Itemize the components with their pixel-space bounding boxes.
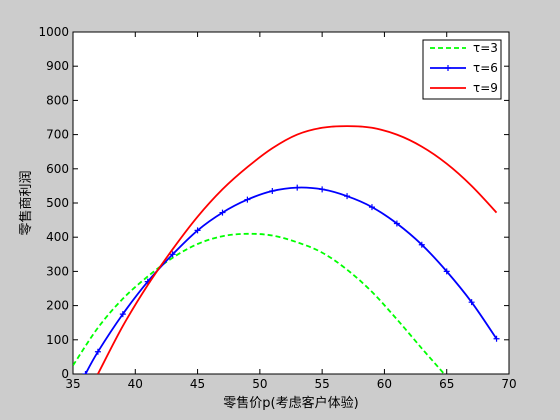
y-tick-label: 400 bbox=[46, 230, 69, 244]
series-point bbox=[418, 241, 425, 248]
series-point bbox=[169, 251, 176, 258]
y-tick-label: 900 bbox=[46, 59, 69, 73]
series-point bbox=[94, 348, 101, 355]
series-point bbox=[493, 335, 500, 342]
series-point bbox=[319, 186, 326, 193]
legend-label: τ=3 bbox=[473, 41, 498, 55]
series-point bbox=[393, 220, 400, 227]
legend-label: τ=6 bbox=[473, 61, 498, 75]
series-1 bbox=[82, 184, 500, 374]
y-tick-label: 500 bbox=[46, 196, 69, 210]
series-line bbox=[97, 125, 498, 374]
legend: τ=3 τ=6 τ=9 bbox=[422, 39, 502, 100]
legend-box bbox=[422, 39, 502, 100]
y-tick-label: 100 bbox=[46, 333, 69, 347]
x-tick-label: 70 bbox=[501, 377, 516, 391]
y-tick-label: 200 bbox=[46, 299, 69, 313]
axis-ticks: 35 40 45 50 55 60 65 70010020030040050060070080… bbox=[38, 25, 516, 391]
series-point bbox=[119, 311, 126, 318]
x-axis-label: 零售价p(考虑客户体验) bbox=[223, 395, 358, 411]
series-point bbox=[219, 209, 226, 216]
series-point bbox=[244, 196, 251, 203]
series-point bbox=[269, 188, 276, 195]
series-point bbox=[368, 204, 375, 211]
x-tick-label: 65 bbox=[439, 377, 454, 391]
x-tick-label: 45 bbox=[190, 377, 205, 391]
series-point bbox=[344, 193, 351, 200]
series-point bbox=[443, 268, 450, 275]
series-point bbox=[468, 299, 475, 306]
y-tick-label: 300 bbox=[46, 264, 69, 278]
x-tick-label: 35 bbox=[65, 377, 80, 391]
series-2 bbox=[97, 125, 498, 374]
series-point bbox=[194, 227, 201, 234]
x-tick-label: 55 bbox=[315, 377, 330, 391]
series-0 bbox=[73, 232, 445, 374]
x-tick-label: 40 bbox=[128, 377, 143, 391]
y-tick-label: 1000 bbox=[38, 25, 69, 39]
y-tick-label: 800 bbox=[46, 93, 69, 107]
series-line bbox=[73, 232, 445, 374]
x-tick-label: 50 bbox=[252, 377, 267, 391]
y-tick-label: 0 bbox=[61, 367, 69, 381]
y-tick-label: 700 bbox=[46, 128, 69, 142]
series-line bbox=[84, 186, 498, 374]
legend-entries: τ=3 τ=6 τ=9 bbox=[430, 41, 498, 95]
y-tick-label: 600 bbox=[46, 162, 69, 176]
series-point bbox=[294, 184, 301, 191]
series-point bbox=[82, 371, 89, 374]
series-layer bbox=[73, 125, 500, 374]
legend-label: τ=9 bbox=[473, 81, 498, 95]
x-tick-label: 60 bbox=[377, 377, 392, 391]
y-axis-label: 零售商利润 bbox=[18, 170, 34, 235]
legend-marker bbox=[445, 65, 451, 71]
